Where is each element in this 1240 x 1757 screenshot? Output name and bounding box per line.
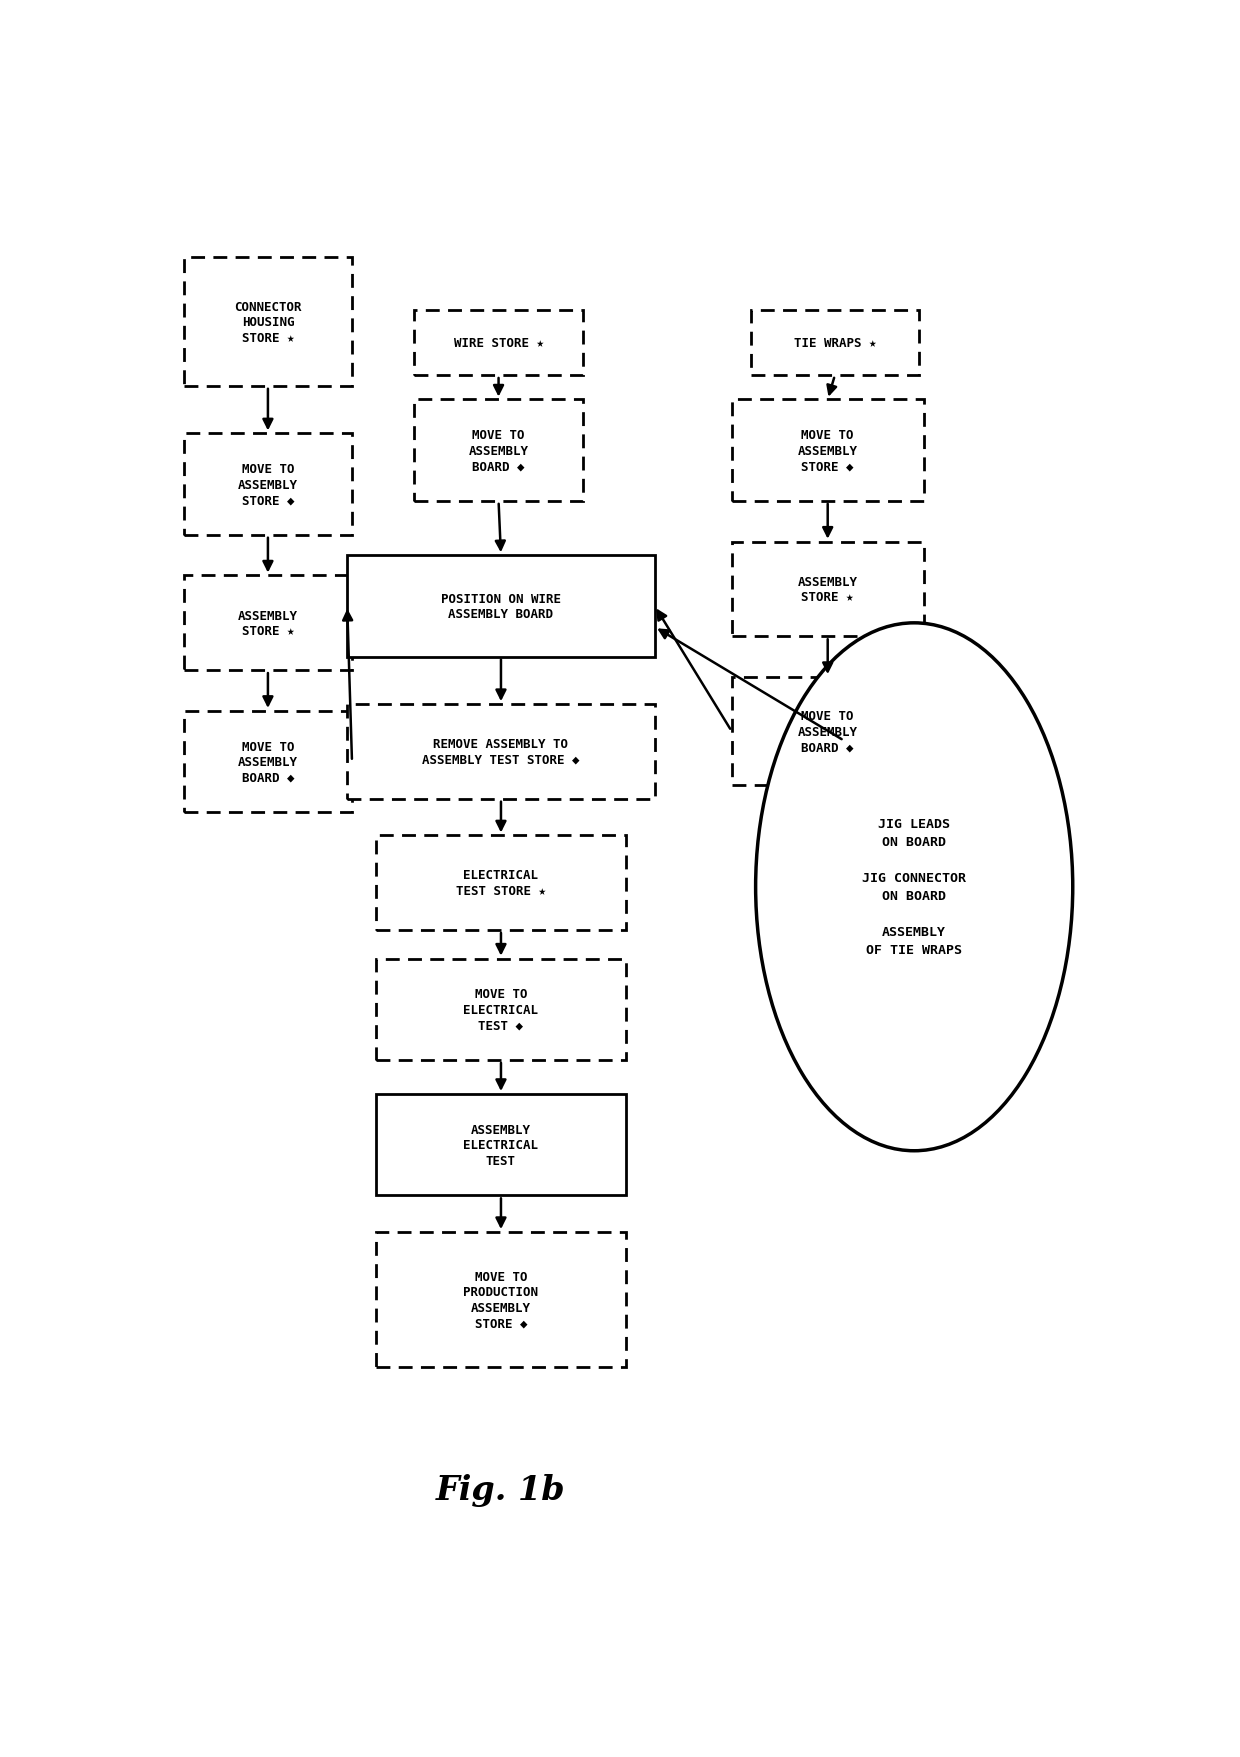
Text: ELECTRICAL
TEST STORE ★: ELECTRICAL TEST STORE ★	[456, 870, 546, 898]
FancyBboxPatch shape	[414, 401, 583, 503]
FancyBboxPatch shape	[376, 1232, 626, 1367]
Text: ASSEMBLY
STORE ★: ASSEMBLY STORE ★	[238, 610, 298, 638]
FancyBboxPatch shape	[184, 712, 352, 813]
Text: MOVE TO
ASSEMBLY
BOARD ◆: MOVE TO ASSEMBLY BOARD ◆	[238, 740, 298, 784]
Text: MOVE TO
ASSEMBLY
BOARD ◆: MOVE TO ASSEMBLY BOARD ◆	[797, 710, 858, 754]
Text: POSITION ON WIRE
ASSEMBLY BOARD: POSITION ON WIRE ASSEMBLY BOARD	[441, 592, 560, 620]
Text: TIE WRAPS ★: TIE WRAPS ★	[794, 337, 877, 350]
FancyBboxPatch shape	[347, 705, 655, 799]
FancyBboxPatch shape	[732, 678, 924, 785]
FancyBboxPatch shape	[732, 401, 924, 503]
FancyBboxPatch shape	[184, 434, 352, 536]
FancyBboxPatch shape	[414, 311, 583, 376]
Text: MOVE TO
ELECTRICAL
TEST ◆: MOVE TO ELECTRICAL TEST ◆	[464, 987, 538, 1031]
FancyBboxPatch shape	[184, 258, 352, 387]
Text: JIG LEADS
ON BOARD

JIG CONNECTOR
ON BOARD

ASSEMBLY
OF TIE WRAPS: JIG LEADS ON BOARD JIG CONNECTOR ON BOAR…	[862, 817, 966, 958]
FancyBboxPatch shape	[376, 836, 626, 931]
Text: MOVE TO
PRODUCTION
ASSEMBLY
STORE ◆: MOVE TO PRODUCTION ASSEMBLY STORE ◆	[464, 1270, 538, 1330]
Text: Fig. 1b: Fig. 1b	[436, 1472, 565, 1506]
Text: WIRE STORE ★: WIRE STORE ★	[454, 337, 543, 350]
Text: ASSEMBLY
ELECTRICAL
TEST: ASSEMBLY ELECTRICAL TEST	[464, 1123, 538, 1167]
FancyBboxPatch shape	[732, 543, 924, 638]
FancyBboxPatch shape	[184, 576, 352, 671]
FancyBboxPatch shape	[376, 1095, 626, 1197]
Text: CONNECTOR
HOUSING
STORE ★: CONNECTOR HOUSING STORE ★	[234, 300, 301, 344]
FancyBboxPatch shape	[751, 311, 919, 376]
FancyBboxPatch shape	[376, 959, 626, 1061]
Ellipse shape	[755, 624, 1073, 1151]
Text: MOVE TO
ASSEMBLY
STORE ◆: MOVE TO ASSEMBLY STORE ◆	[797, 429, 858, 473]
Text: MOVE TO
ASSEMBLY
BOARD ◆: MOVE TO ASSEMBLY BOARD ◆	[469, 429, 528, 473]
Text: ASSEMBLY
STORE ★: ASSEMBLY STORE ★	[797, 575, 858, 604]
Text: REMOVE ASSEMBLY TO
ASSEMBLY TEST STORE ◆: REMOVE ASSEMBLY TO ASSEMBLY TEST STORE ◆	[422, 738, 580, 766]
FancyBboxPatch shape	[347, 555, 655, 657]
Text: MOVE TO
ASSEMBLY
STORE ◆: MOVE TO ASSEMBLY STORE ◆	[238, 462, 298, 506]
